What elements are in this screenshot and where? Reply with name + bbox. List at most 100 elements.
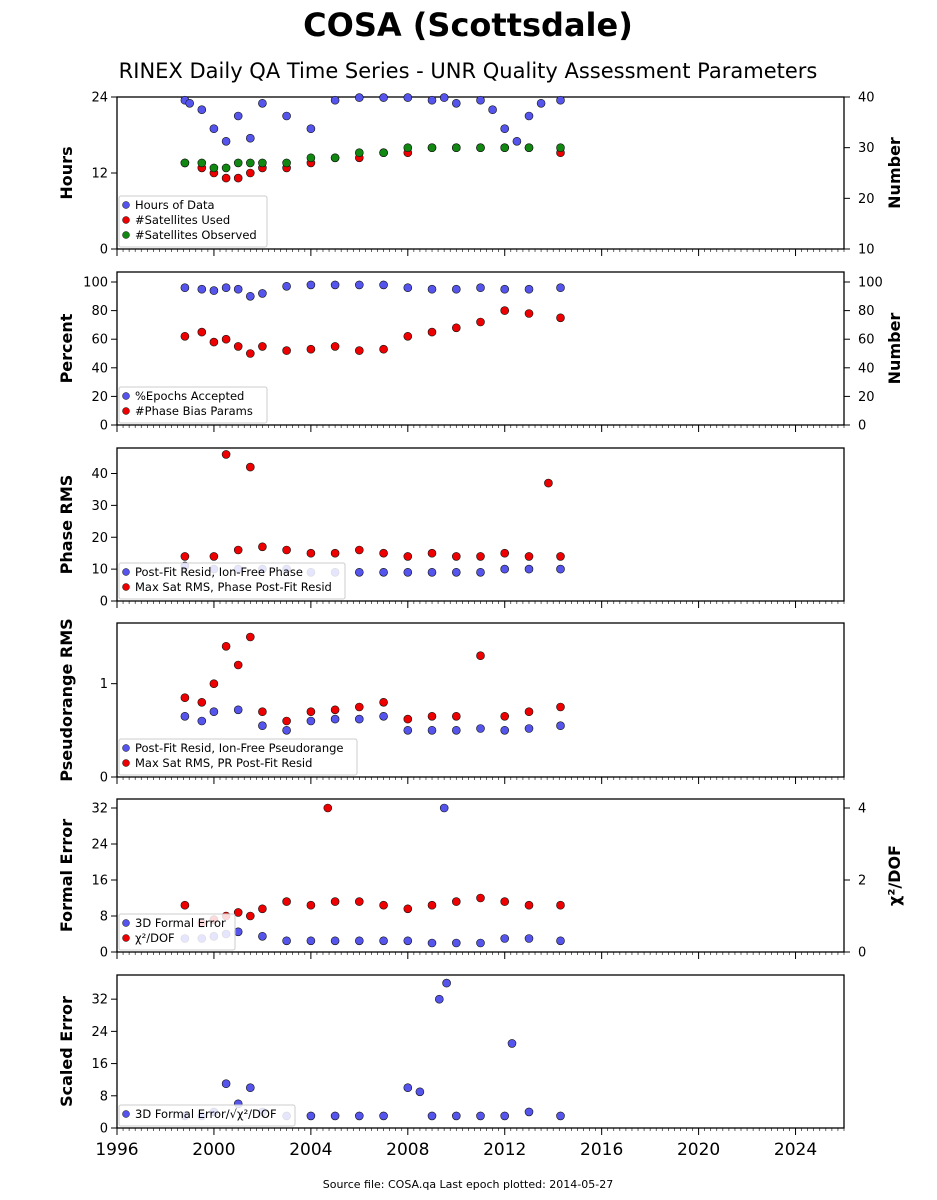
data-point: [500, 143, 510, 152]
data-point: [379, 697, 388, 707]
data-point: [258, 99, 267, 108]
legend-box: [118, 1104, 296, 1127]
legend-marker: [122, 568, 130, 576]
data-point: [306, 153, 316, 163]
legend-box: [118, 913, 236, 951]
series-0: [180, 280, 565, 301]
data-point: [451, 99, 461, 108]
data-point: [330, 95, 340, 105]
data-point: [354, 702, 364, 712]
data-point: [524, 707, 534, 717]
data-point: [233, 705, 243, 715]
data-point: [282, 346, 291, 355]
data-point: [476, 95, 485, 105]
data-point: [379, 711, 388, 721]
data-point: [524, 552, 534, 561]
data-point: [197, 697, 207, 707]
data-point: [476, 567, 485, 577]
data-point: [282, 897, 291, 906]
data-point: [500, 306, 510, 315]
data-point: [330, 714, 340, 724]
plot-frame: [116, 798, 845, 953]
y-right-tick-label: 60: [858, 333, 875, 348]
data-point: [451, 143, 461, 152]
data-point: [556, 313, 565, 323]
data-point: [451, 897, 461, 906]
y-axis-label: Hours: [57, 146, 76, 199]
data-point: [354, 714, 364, 724]
data-point: [306, 344, 316, 354]
y-tick-label: 0: [100, 1122, 108, 1137]
y-right-axis-label: χ²/DOF: [885, 845, 904, 906]
data-point: [451, 284, 461, 294]
data-point: [209, 286, 219, 295]
data-point: [180, 331, 190, 341]
data-point: [306, 936, 316, 946]
legend-marker: [122, 583, 130, 591]
y-right-tick-label: 80: [858, 304, 875, 319]
data-point: [209, 707, 219, 717]
legend-marker: [122, 919, 130, 927]
data-point: [282, 111, 291, 121]
data-point: [282, 158, 291, 168]
data-point: [221, 283, 231, 293]
data-point: [500, 897, 510, 906]
data-point: [500, 934, 510, 943]
y-tick-label: 8: [100, 1089, 108, 1104]
data-point: [379, 280, 388, 290]
data-point: [500, 711, 510, 721]
y-tick-label: 100: [83, 276, 108, 291]
data-point: [512, 137, 522, 146]
y-tick-label: 20: [91, 390, 108, 405]
legend-box: [118, 386, 268, 424]
legend-box: [118, 562, 346, 600]
y-tick-label: 30: [91, 499, 108, 514]
data-point: [258, 904, 267, 914]
legend-box: [118, 195, 268, 248]
data-point: [282, 281, 291, 291]
data-point: [306, 280, 316, 290]
data-point: [258, 721, 267, 731]
data-point: [379, 567, 388, 577]
legend-label: #Satellites Observed: [135, 228, 257, 242]
data-point: [403, 936, 413, 946]
legend-marker: [122, 201, 130, 209]
legend-marker: [122, 392, 130, 400]
data-point: [180, 158, 190, 168]
y-tick-label: 0: [100, 595, 108, 610]
series-0: [180, 93, 565, 146]
data-point: [258, 289, 267, 298]
data-point: [500, 725, 510, 735]
y-right-tick-label: 40: [858, 361, 875, 376]
data-point: [185, 99, 194, 108]
data-point: [221, 450, 231, 459]
data-point: [306, 716, 316, 726]
data-point: [415, 1087, 425, 1097]
data-point: [330, 548, 340, 558]
y-axis-label: Pseudorange RMS: [57, 618, 76, 781]
data-point: [451, 323, 461, 333]
legend-box: [118, 738, 358, 776]
data-point: [246, 632, 255, 642]
data-point: [221, 334, 231, 344]
legend-label: %Epochs Accepted: [135, 389, 244, 403]
data-point: [233, 173, 243, 183]
x-tick-label: 2004: [289, 1140, 332, 1160]
y-tick-label: 16: [91, 1057, 108, 1072]
series-1: [180, 632, 565, 726]
data-point: [180, 552, 190, 561]
data-point: [556, 552, 565, 561]
y-tick-label: 12: [91, 167, 108, 182]
data-point: [427, 938, 437, 948]
data-point: [180, 693, 190, 703]
data-point: [524, 724, 534, 733]
chart-title: COSA (Scottsdale): [303, 6, 633, 44]
y-right-tick-label: 0: [858, 946, 866, 961]
data-point: [500, 548, 510, 558]
data-point: [476, 893, 485, 903]
data-point: [354, 280, 364, 290]
data-point: [403, 283, 413, 293]
data-point: [524, 309, 534, 318]
data-point: [434, 994, 444, 1004]
